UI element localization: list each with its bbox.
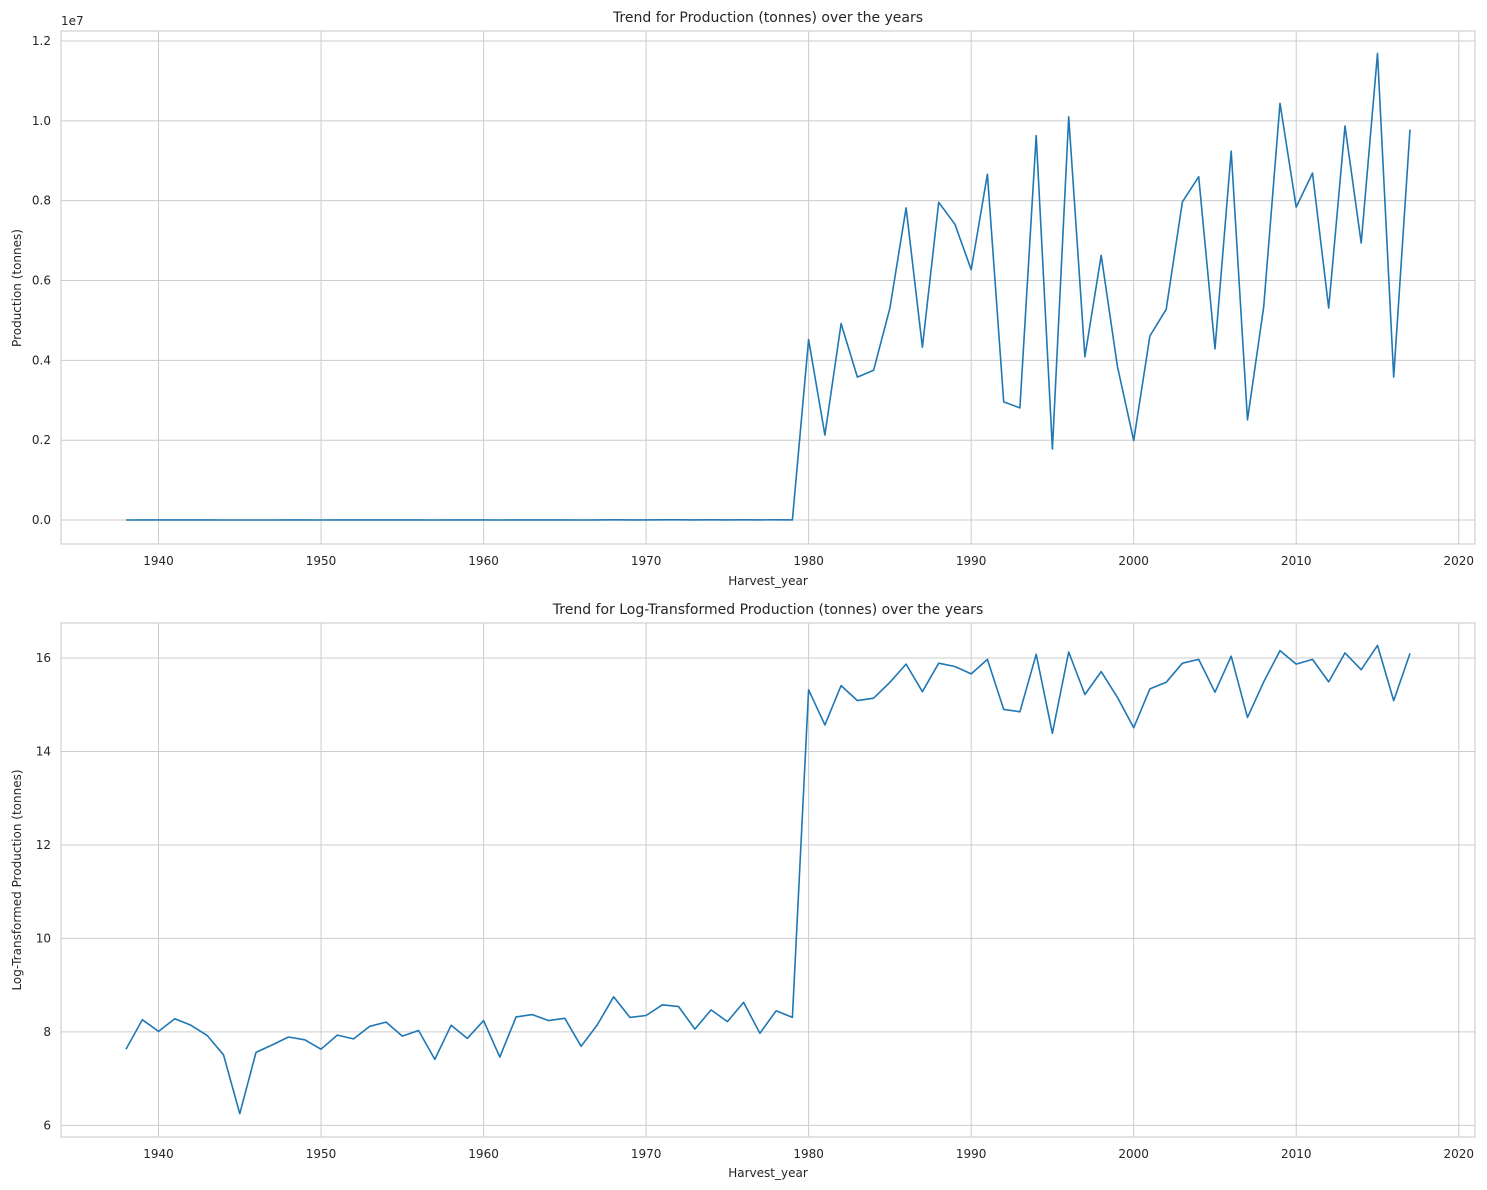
x-tick-label: 2000 [1118, 554, 1149, 568]
x-tick-label: 1970 [631, 1147, 662, 1161]
y-tick-label: 12 [36, 838, 51, 852]
series-line-log-production [125, 644, 1411, 1115]
x-tick-label: 1980 [793, 554, 824, 568]
y-tick-label: 16 [36, 651, 51, 665]
x-tick-label: 1990 [956, 554, 987, 568]
y-axis-label-log-production: Log-Transformed Production (tonnes) [10, 769, 24, 990]
y-tick-label: 1.0 [32, 114, 51, 128]
series-line-production [125, 52, 1411, 521]
x-tick-label: 2010 [1281, 554, 1312, 568]
y-tick-label: 10 [36, 931, 51, 945]
y-axis-label-production: Production (tonnes) [10, 229, 24, 347]
y-tick-label: 0.4 [32, 353, 51, 367]
x-tick-label: 1980 [793, 1147, 824, 1161]
plot-area-log-production [60, 622, 1476, 1138]
gridlines-log-production [61, 623, 1475, 1137]
x-tick-label: 2020 [1443, 554, 1474, 568]
y-tick-label: 0.6 [32, 274, 51, 288]
x-tick-label: 1990 [956, 1147, 987, 1161]
x-tick-label: 1960 [468, 1147, 499, 1161]
x-tick-label: 1950 [306, 554, 337, 568]
y-tick-label: 8 [43, 1025, 51, 1039]
x-axis-label-production: Harvest_year [728, 574, 808, 588]
x-tick-label: 1940 [143, 1147, 174, 1161]
chart-log-production: 1940 1950 1960 1970 1980 1990 2000 2010 2020 6 8 10… [10, 602, 1476, 1180]
y-tick-label: 0.8 [32, 194, 51, 208]
x-tick-label: 2010 [1281, 1147, 1312, 1161]
y-tick-label: 6 [43, 1118, 51, 1132]
x-axis-label-log-production: Harvest_year [728, 1166, 808, 1180]
x-tick-label: 1970 [631, 554, 662, 568]
ticks-log-production: 1940 1950 1960 1970 1980 1990 2000 2010 2020 6 8 10… [36, 651, 1474, 1161]
chart-title-log-production: Trend for Log-Transformed Production (to… [552, 602, 983, 618]
plot-area-production [60, 30, 1476, 545]
y-axis-offset-label: 1e7 [61, 14, 84, 28]
x-tick-label: 2000 [1118, 1147, 1149, 1161]
ticks-production: 1940 1950 1960 1970 1980 1990 2000 2010 2020 0.0 0… [32, 34, 1474, 568]
y-tick-label: 1.2 [32, 34, 51, 48]
y-tick-label: 0.0 [32, 513, 51, 527]
x-tick-label: 2020 [1443, 1147, 1474, 1161]
x-tick-label: 1940 [143, 554, 174, 568]
y-tick-label: 14 [36, 745, 51, 759]
chart-production: 1940 1950 1960 1970 1980 1990 2000 2010 2020 0.0 0… [10, 10, 1476, 588]
x-tick-label: 1960 [468, 554, 499, 568]
y-tick-label: 0.2 [32, 433, 51, 447]
chart-title-production: Trend for Production (tonnes) over the y… [612, 10, 923, 26]
x-tick-label: 1950 [306, 1147, 337, 1161]
